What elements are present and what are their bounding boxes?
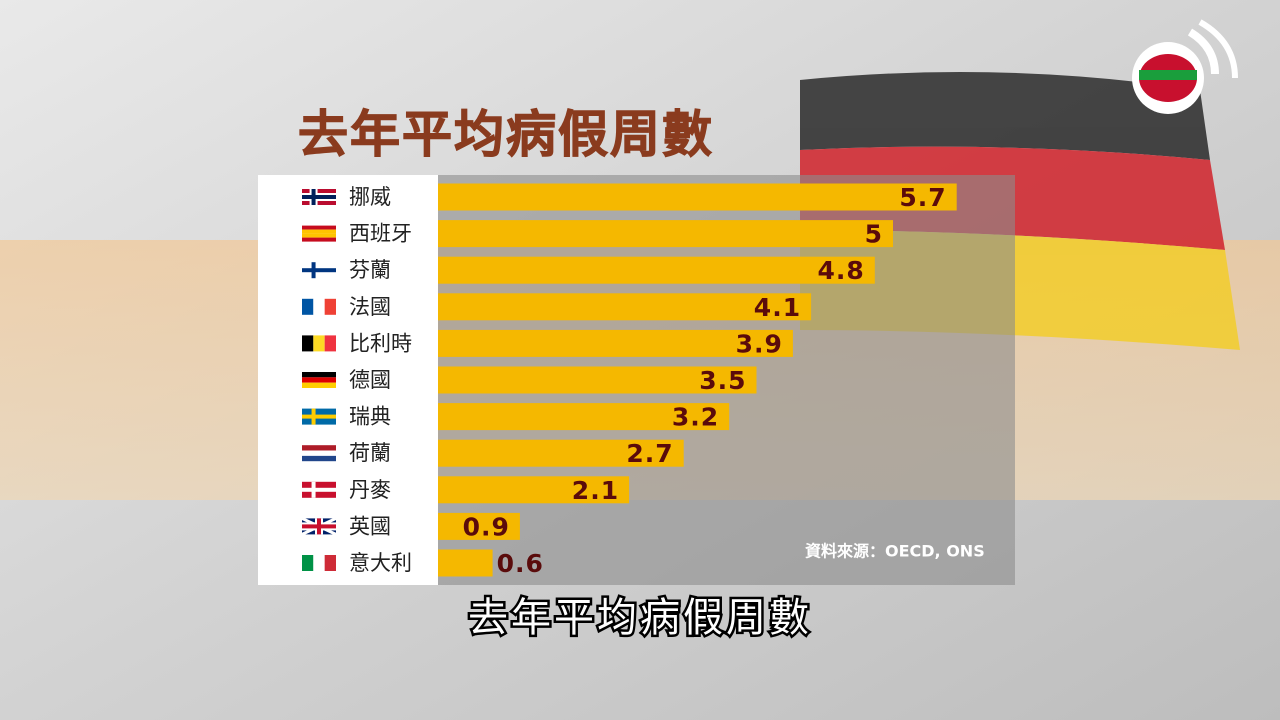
- category-label: 荷蘭: [349, 441, 391, 465]
- value-label: 3.2: [672, 403, 719, 432]
- bar: [438, 183, 957, 211]
- flag-stripe: [302, 229, 336, 234]
- chart-title: 去年平均病假周數: [298, 106, 714, 164]
- flag-icon: [302, 189, 336, 205]
- bar: [438, 329, 793, 357]
- flag-icon: [302, 298, 336, 315]
- flag-icon: [302, 335, 336, 352]
- flag-icon: [302, 408, 336, 425]
- flag-stripe: [324, 335, 336, 352]
- flag-stripe: [324, 298, 336, 315]
- bar: [438, 366, 757, 394]
- bar: [438, 256, 875, 284]
- flag-cross: [302, 195, 336, 199]
- source-note: 資料來源：OECD, ONS: [805, 542, 985, 561]
- flag-icon: [302, 225, 336, 242]
- category-label: 意大利: [349, 551, 412, 575]
- flag-cross: [302, 414, 336, 419]
- flag-stripe: [302, 372, 336, 378]
- value-label: 3.9: [736, 329, 783, 358]
- flag-stripe: [302, 298, 314, 315]
- value-label: 4.1: [754, 293, 801, 322]
- category-label: 挪威: [349, 185, 391, 209]
- category-label: 芬蘭: [349, 258, 391, 282]
- flag-icon: [301, 517, 337, 536]
- category-label: 英國: [349, 514, 391, 538]
- category-label: 丹麥: [349, 478, 391, 502]
- channel-logo: [1132, 19, 1238, 114]
- bar: [438, 220, 893, 248]
- flag-stripe: [313, 555, 325, 571]
- flag-icon: [302, 445, 336, 462]
- flag-icon: [302, 262, 336, 279]
- category-label: 德國: [349, 368, 391, 392]
- bar: [438, 439, 684, 467]
- flag-icon: [302, 555, 336, 571]
- value-label: 5: [865, 220, 883, 249]
- bar: [438, 549, 493, 577]
- flag-stripe: [302, 455, 336, 462]
- flag-cross: [302, 487, 336, 492]
- bar: [438, 476, 630, 504]
- value-label: 0.6: [497, 549, 544, 578]
- value-label: 2.7: [626, 439, 673, 468]
- value-label: 5.7: [899, 183, 946, 212]
- bar: [438, 403, 730, 431]
- flag-cross: [302, 268, 336, 273]
- flag-stripe: [302, 382, 336, 388]
- value-label: 2.1: [572, 476, 619, 505]
- bar: [438, 293, 812, 321]
- bar: [438, 512, 520, 540]
- value-label: 3.5: [699, 366, 746, 395]
- label-panel: [258, 175, 438, 585]
- flag-stripe: [302, 377, 336, 383]
- flag-icon: [302, 481, 336, 498]
- flag-stripe: [302, 555, 314, 571]
- category-label: 瑞典: [349, 405, 391, 429]
- value-label: 4.8: [818, 256, 865, 285]
- value-label: 0.9: [463, 512, 510, 541]
- category-label: 比利時: [349, 331, 412, 355]
- flag-stripe: [302, 450, 336, 456]
- flag-stripe: [302, 335, 314, 352]
- flag-stripe: [313, 335, 325, 352]
- flag-stripe: [324, 555, 336, 571]
- flag-cross: [302, 524, 336, 529]
- flag-stripe: [313, 298, 325, 315]
- flag-stripe: [302, 233, 336, 238]
- flag-stripe: [302, 445, 336, 451]
- flag-stripe: [302, 225, 336, 230]
- flag-icon: [302, 372, 336, 388]
- flag-stripe: [302, 237, 336, 242]
- category-label: 西班牙: [349, 222, 412, 246]
- category-label: 法國: [349, 295, 391, 319]
- caption: 去年平均病假周數: [468, 595, 812, 641]
